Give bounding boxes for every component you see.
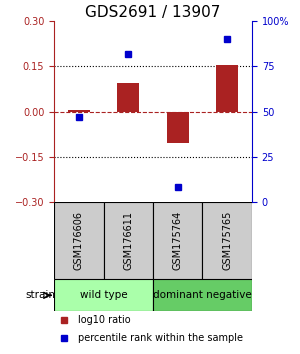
- Bar: [54, 202, 104, 279]
- Text: wild type: wild type: [80, 290, 127, 300]
- Text: GSM175764: GSM175764: [173, 211, 183, 270]
- Bar: [202, 202, 252, 279]
- Bar: [167, 112, 189, 143]
- Bar: [117, 83, 140, 112]
- Bar: [103, 202, 153, 279]
- Text: strain: strain: [25, 290, 55, 300]
- Bar: [153, 202, 202, 279]
- Text: log10 ratio: log10 ratio: [78, 315, 130, 325]
- Bar: [216, 65, 239, 112]
- Bar: [153, 279, 252, 312]
- Bar: [68, 110, 90, 112]
- Text: percentile rank within the sample: percentile rank within the sample: [78, 333, 243, 343]
- Text: dominant negative: dominant negative: [153, 290, 252, 300]
- Text: GSM176606: GSM176606: [74, 211, 84, 270]
- Text: GSM176611: GSM176611: [123, 211, 133, 270]
- Bar: [54, 279, 153, 312]
- Title: GDS2691 / 13907: GDS2691 / 13907: [85, 5, 221, 20]
- Text: GSM175765: GSM175765: [222, 211, 232, 270]
